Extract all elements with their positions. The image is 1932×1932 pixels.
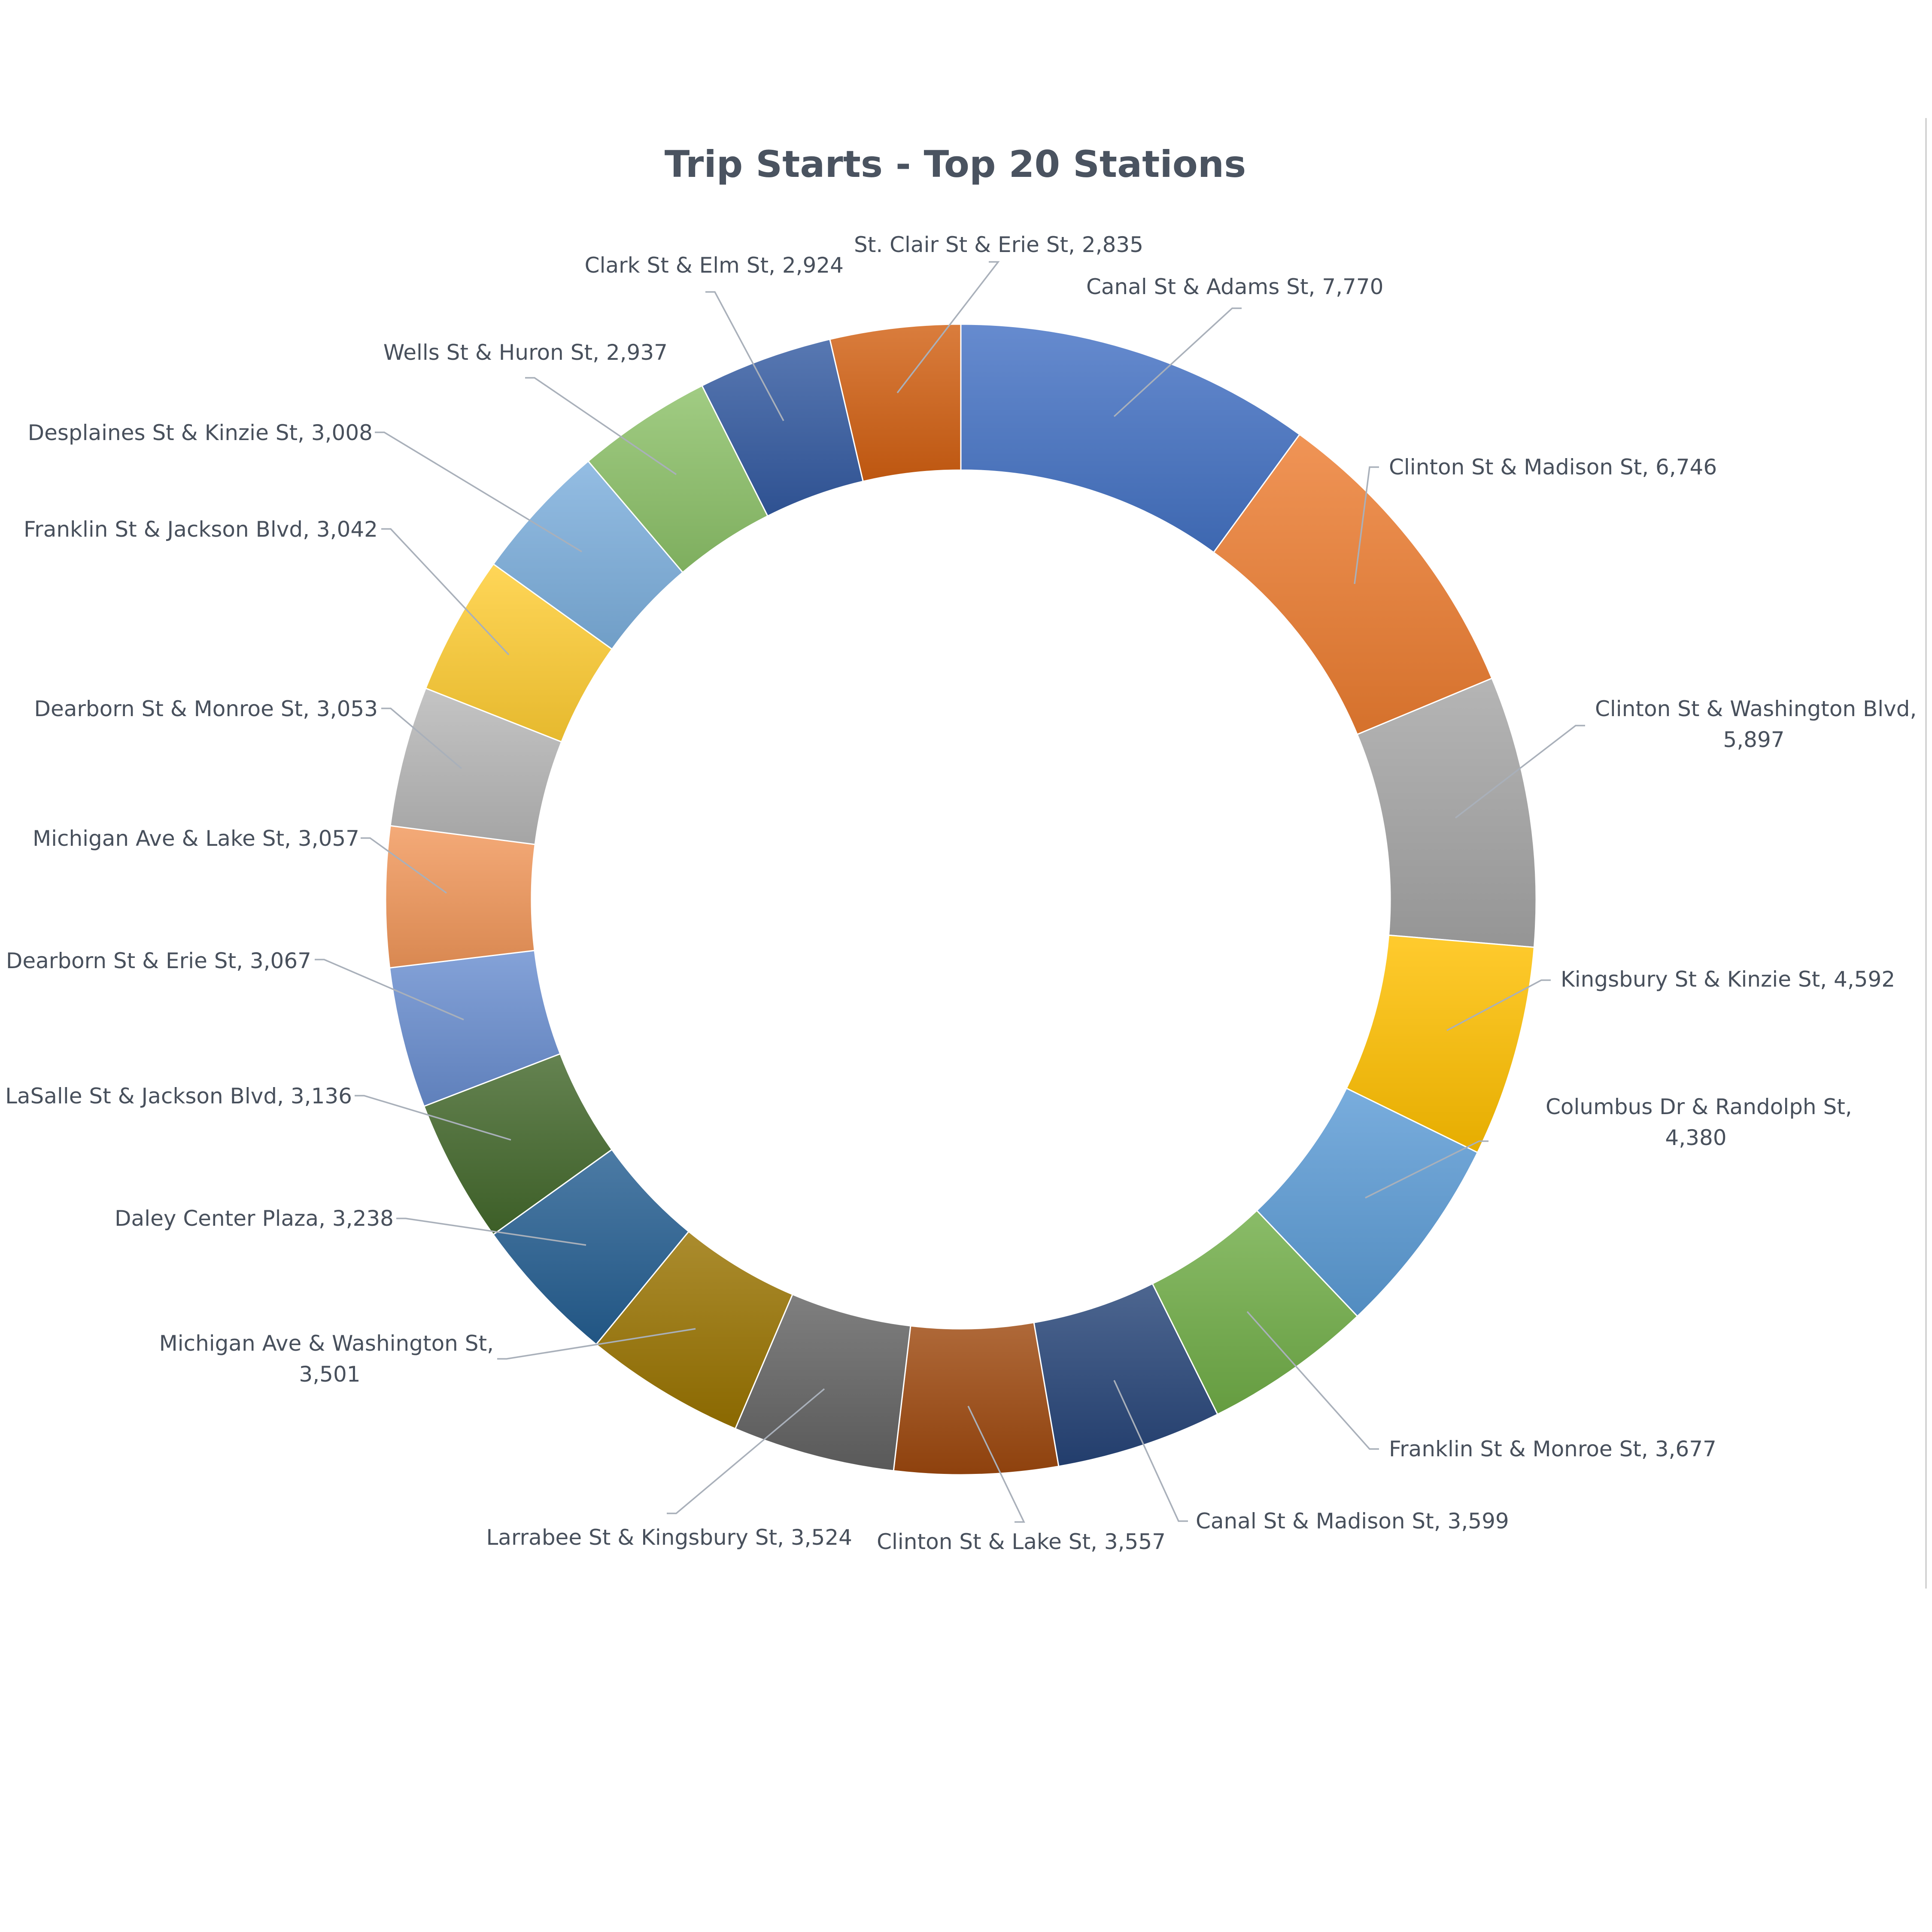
leader-line [1113,1380,1188,1522]
leader-line [361,837,447,894]
leader-line [381,528,510,656]
leader-line [705,291,784,421]
data-labels: Canal St & Adams St, 7,770 Clinton St & M… [5,232,1917,1554]
doughnut-slice [893,1321,1060,1476]
data-label: Daley Center Plaza, 3,238 [115,1206,394,1231]
leader-line [896,261,1000,394]
leader-line [375,431,582,553]
leader-line [1113,307,1242,417]
data-label-category: Columbus Dr & Randolph St, [1546,1094,1852,1119]
data-label: Dearborn St & Monroe St, 3,053 [34,696,378,721]
data-label: Canal St & Adams St, 7,770 [1086,274,1383,299]
leader-line [525,377,677,475]
data-label: Wells St & Huron St, 2,937 [383,340,668,365]
data-label: Clinton St & Madison St, 6,746 [1389,455,1717,480]
data-label: Canal St & Madison St, 3,599 [1196,1509,1509,1534]
leader-line [1455,725,1585,819]
leader-line [1354,466,1379,584]
leader-line [967,1406,1025,1523]
data-label-category: Michigan Ave & Washington St, [159,1331,494,1356]
leader-line [396,1218,586,1246]
data-label: Clinton St & Washington Blvd, 5,897 [1595,696,1917,752]
data-label-value: 3,501 [299,1362,360,1387]
data-label-category: Clinton St & Washington Blvd, [1595,696,1917,721]
chart-title: Trip Starts - Top 20 Stations [665,143,1246,186]
data-label: Dearborn St & Erie St, 3,067 [6,948,311,973]
leader-line [1365,1140,1488,1199]
data-label: St. Clair St & Erie St, 2,835 [854,232,1143,257]
data-label: Clinton St & Lake St, 3,557 [877,1529,1166,1554]
data-label: Clark St & Elm St, 2,924 [585,253,844,278]
data-label: LaSalle St & Jackson Blvd, 3,136 [5,1084,352,1109]
doughnut-slices [385,323,1537,1476]
doughnut-slice [385,825,536,969]
doughnut-slice [829,323,962,483]
leader-line [1446,979,1551,1031]
data-label-value: 5,897 [1723,727,1784,752]
leader-line [667,1388,825,1514]
data-label: Kingsbury St & Kinzie St, 4,592 [1561,967,1895,992]
data-label: Franklin St & Monroe St, 3,677 [1389,1437,1716,1461]
data-label: Franklin St & Jackson Blvd, 3,042 [24,517,378,542]
data-label: Michigan Ave & Washington St, 3,501 [159,1331,494,1387]
data-label-value: 4,380 [1665,1125,1726,1150]
leader-line [315,959,464,1021]
data-label: Michigan Ave & Lake St, 3,057 [33,826,359,851]
data-label: Larrabee St & Kingsbury St, 3,524 [486,1525,852,1550]
data-label: Desplaines St & Kinzie St, 3,008 [28,420,373,445]
data-label: Columbus Dr & Randolph St, 4,380 [1546,1094,1852,1150]
leader-line [1246,1311,1379,1450]
leader-line [355,1095,511,1141]
leader-lines [315,261,1585,1523]
leader-line [381,708,462,769]
leader-line [497,1328,696,1360]
